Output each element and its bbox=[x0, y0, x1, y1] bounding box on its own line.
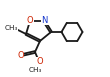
Text: O: O bbox=[17, 51, 24, 60]
Text: O: O bbox=[36, 58, 43, 67]
Text: CH₃: CH₃ bbox=[4, 24, 18, 30]
Text: O: O bbox=[27, 16, 33, 25]
Text: CH₃: CH₃ bbox=[28, 67, 42, 73]
Text: N: N bbox=[42, 16, 48, 25]
